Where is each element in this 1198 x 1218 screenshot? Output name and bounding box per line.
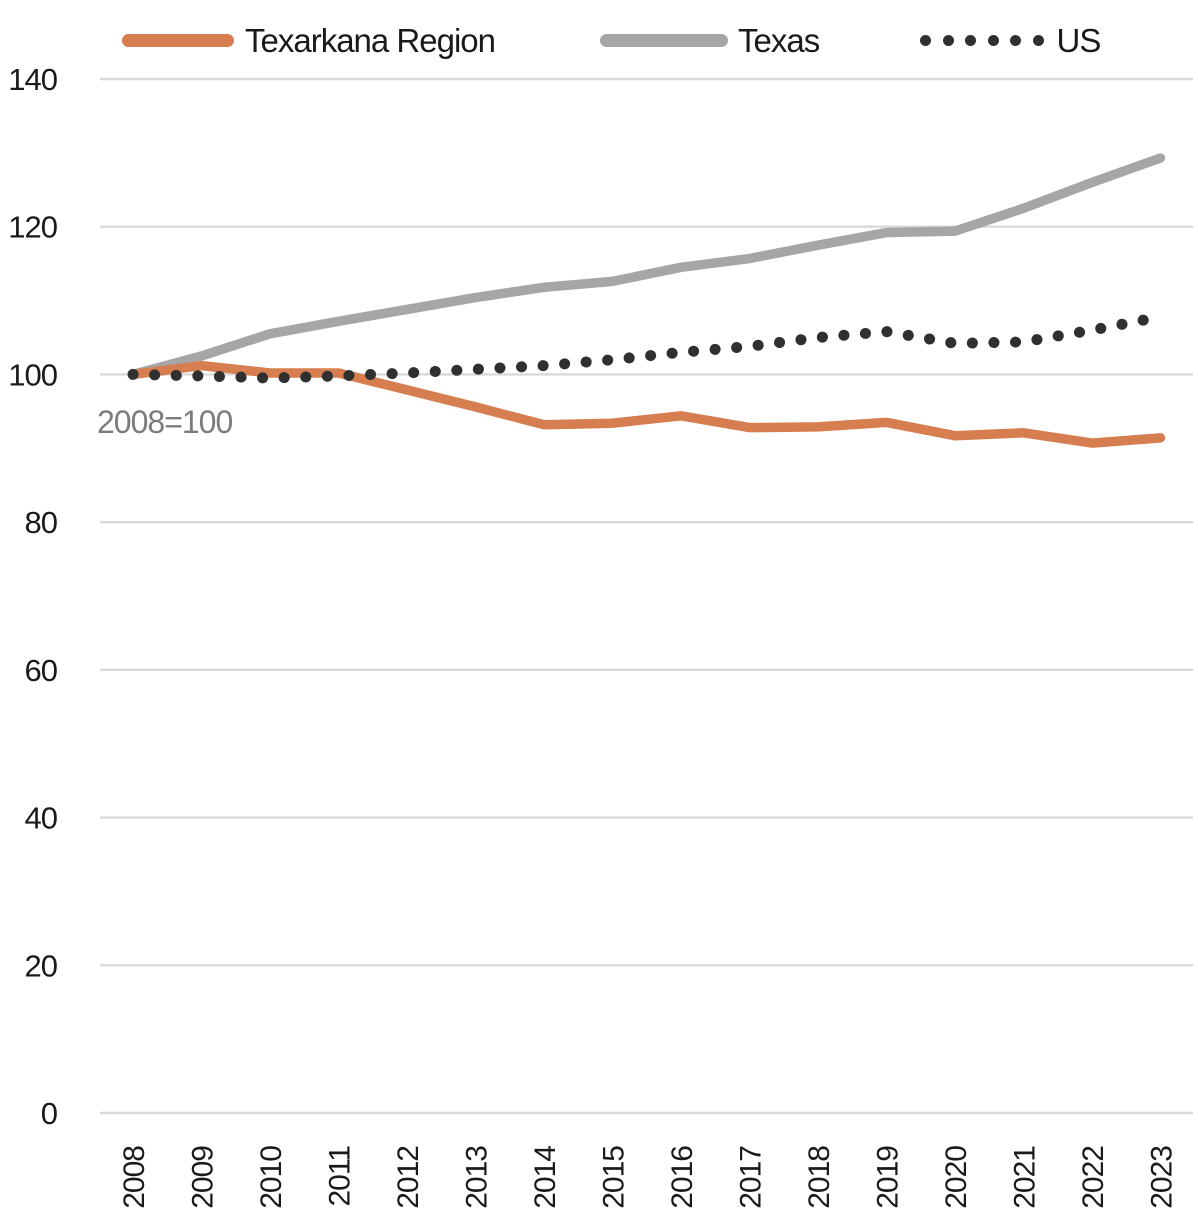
y-axis-tick-label: 100 bbox=[8, 357, 57, 392]
y-axis-tick-label: 60 bbox=[25, 653, 58, 688]
x-axis-year-label: 2012 bbox=[392, 1146, 425, 1209]
x-axis-year-label: 2022 bbox=[1077, 1146, 1110, 1209]
x-axis-year-label: 2020 bbox=[940, 1146, 973, 1209]
y-axis-tick-label: 0 bbox=[41, 1096, 58, 1131]
us-line bbox=[127, 311, 1166, 384]
y-axis-tick-label: 20 bbox=[25, 948, 58, 983]
x-axis-year-label: 2008 bbox=[118, 1146, 151, 1209]
x-axis-year-label: 2019 bbox=[872, 1146, 905, 1209]
legend-label-texarkana-region: Texarkana Region bbox=[245, 21, 496, 59]
legend-item-texarkana-region: Texarkana Region bbox=[122, 21, 496, 59]
x-axis-year-label: 2021 bbox=[1009, 1146, 1042, 1209]
x-axis-year-label: 2011 bbox=[324, 1146, 357, 1207]
y-axis-tick-label: 40 bbox=[25, 801, 58, 836]
legend-label-texas: Texas bbox=[738, 21, 820, 59]
texas-line-swatch bbox=[600, 34, 728, 47]
legend-item-texas: Texas bbox=[600, 21, 820, 59]
y-axis-tick-label: 80 bbox=[25, 505, 58, 540]
chart-legend: Texarkana Region Texas US bbox=[0, 0, 1198, 70]
x-axis-year-label: 2009 bbox=[187, 1146, 220, 1209]
legend-item-us: US bbox=[920, 21, 1102, 59]
texarkana-region-line-swatch bbox=[122, 34, 234, 47]
y-axis-tick-label: 140 bbox=[8, 62, 57, 97]
y-axis-tick-label: 120 bbox=[8, 210, 57, 245]
legend-label-us: US bbox=[1056, 21, 1102, 59]
texas-line bbox=[128, 153, 1166, 380]
annotation-2008-baseline: 2008=100 bbox=[97, 404, 232, 440]
x-axis-year-label: 2016 bbox=[666, 1146, 699, 1209]
x-axis-year-label: 2010 bbox=[255, 1146, 288, 1209]
x-axis-year-label: 2017 bbox=[735, 1146, 768, 1209]
x-axis-year-label: 2015 bbox=[598, 1146, 631, 1209]
x-axis-year-label: 2014 bbox=[529, 1146, 562, 1209]
x-axis-year-label: 2013 bbox=[461, 1146, 494, 1209]
x-axis-year-label: 2018 bbox=[803, 1146, 836, 1209]
x-axis-year-label: 2023 bbox=[1146, 1146, 1179, 1209]
us-dotted-line-swatch bbox=[920, 35, 1044, 46]
